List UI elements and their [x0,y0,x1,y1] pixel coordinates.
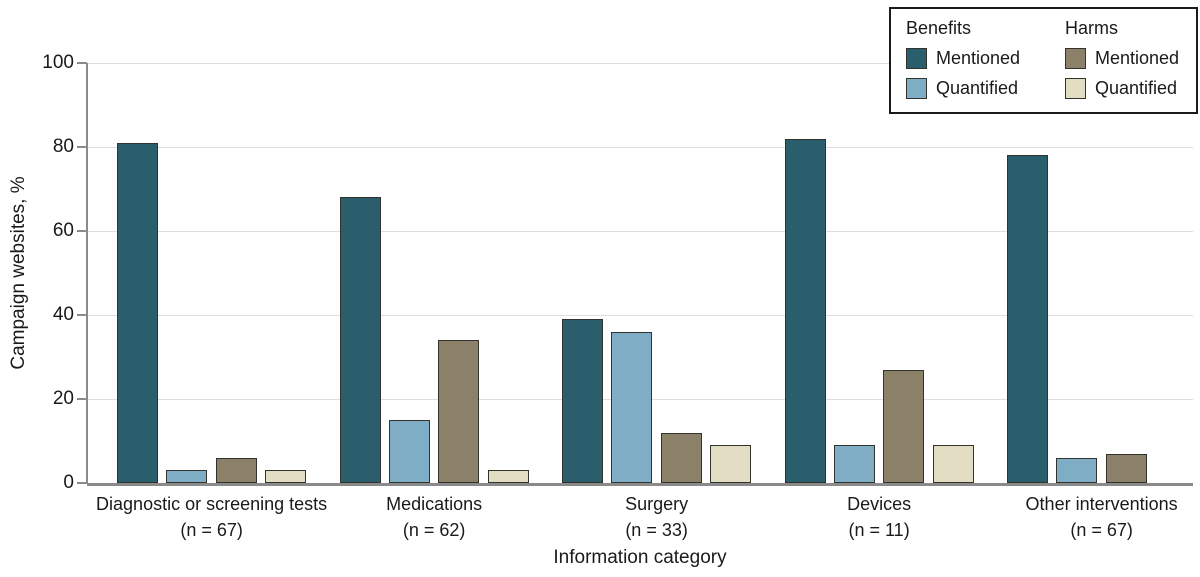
legend-harms-quantified-label: Quantified [1095,78,1178,98]
category-name: Diagnostic or screening tests [96,494,328,514]
legend-benefits-quantified-label: Quantified [936,78,1019,98]
y-tick-label-0: 0 [63,472,74,493]
category-name: Devices [847,494,912,514]
bar-benefits-mentioned-surgery [562,319,603,483]
category-name: Surgery [625,494,689,514]
y-tick-80 [77,146,87,148]
legend-row-benefits-mentioned: Mentioned [906,48,1065,69]
benefits-mentioned-swatch [906,48,927,69]
y-tick-60 [77,230,87,232]
legend-harms-header: Harms [1065,18,1118,38]
category-name: Other interventions [1025,494,1178,514]
y-tick-20 [77,398,87,400]
category-sample-size: (n = 62) [402,520,466,540]
y-tick-label-100: 100 [42,52,74,73]
bar-benefits-quantified-surgery [611,331,653,483]
plot-area [87,63,1193,483]
harms-quantified-swatch [1065,78,1086,99]
y-tick-label-40: 40 [52,304,74,325]
category-label-devices: Devices (n = 11) [847,491,911,543]
y-axis-line [86,63,88,484]
y-tick-100 [77,62,87,64]
gridline-60 [87,231,1193,232]
legend-row-harms-quantified: Quantified [1065,78,1188,99]
bar-harms-quantified-surgery [710,445,752,483]
category-label-surgery: Surgery (n = 33) [625,491,688,543]
x-axis-line [87,483,1193,486]
gridline-100 [87,63,1193,64]
bar-harms-mentioned-diagnostic-or-screening-tests [215,457,257,483]
bar-harms-mentioned-surgery [660,432,702,483]
category-label-other-interventions: Other interventions (n = 67) [1026,491,1178,543]
bar-harms-mentioned-medications [438,340,480,483]
bar-benefits-mentioned-other-interventions [1007,155,1048,483]
y-tick-40 [77,314,87,316]
bar-benefits-quantified-devices [833,445,875,483]
y-tick-label-60: 60 [52,220,74,241]
benefits-quantified-swatch [906,78,927,99]
legend-benefits-column: Benefits Mentioned Quantified [906,17,1065,99]
harms-mentioned-swatch [1065,48,1086,69]
bar-benefits-mentioned-devices [784,138,826,483]
legend-benefits-header: Benefits [906,18,972,38]
legend-row-benefits-quantified: Quantified [906,78,1065,99]
bar-benefits-quantified-medications [388,420,430,483]
category-label-medications: Medications (n = 62) [386,491,482,543]
category-sample-size: (n = 67) [180,520,243,540]
bar-benefits-quantified-diagnostic-or-screening-tests [166,470,208,483]
legend-row-harms-mentioned: Mentioned [1065,48,1188,69]
bar-harms-mentioned-other-interventions [1105,453,1147,483]
legend-harms-mentioned-label: Mentioned [1095,48,1180,68]
y-tick-label-20: 20 [52,388,74,409]
legend: Benefits Mentioned Quantified Harms Ment… [889,7,1198,114]
bar-harms-mentioned-devices [883,369,925,483]
bar-benefits-quantified-other-interventions [1056,457,1098,483]
category-sample-size: (n = 33) [625,520,688,540]
category-sample-size: (n = 11) [848,520,910,540]
bar-benefits-mentioned-diagnostic-or-screening-tests [117,142,158,483]
legend-benefits-mentioned-label: Mentioned [936,48,1021,68]
category-label-diagnostic-or-screening-tests: Diagnostic or screening tests (n = 67) [96,491,327,543]
bar-harms-quantified-devices [932,445,974,483]
y-axis-title: Campaign websites, % [8,176,29,370]
category-name: Medications [386,494,483,514]
x-axis-title: Information category [553,547,727,568]
y-tick-label-80: 80 [52,136,74,157]
bar-benefits-mentioned-medications [339,197,381,483]
bar-harms-quantified-medications [487,470,529,483]
category-sample-size: (n = 67) [1070,520,1133,540]
gridline-80 [87,147,1193,148]
gridline-40 [87,315,1193,316]
y-tick-0 [77,482,87,484]
bar-harms-quantified-diagnostic-or-screening-tests [265,470,307,483]
legend-harms-column: Harms Mentioned Quantified [1065,17,1188,99]
